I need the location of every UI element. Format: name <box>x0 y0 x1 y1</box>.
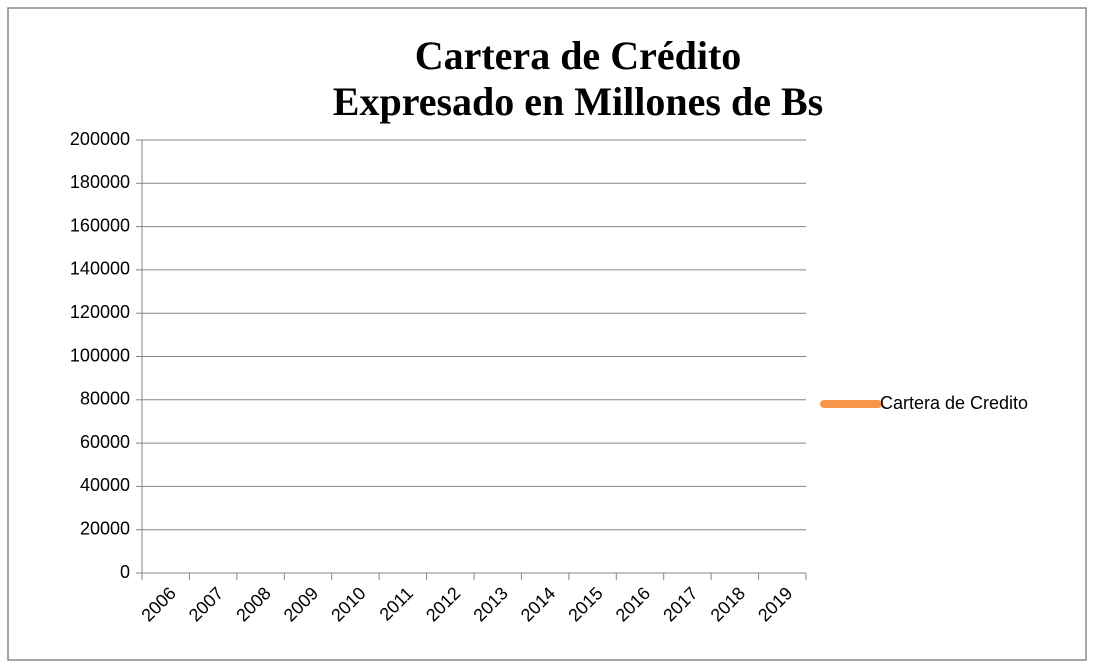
y-tick-label: 180000 <box>70 172 130 192</box>
y-tick-label: 20000 <box>80 518 130 538</box>
chart-border <box>7 7 1087 661</box>
y-tick-label: 100000 <box>70 345 130 365</box>
y-tick-label: 60000 <box>80 432 130 452</box>
y-tick-label: 140000 <box>70 259 130 279</box>
y-tick-label: 120000 <box>70 302 130 322</box>
y-tick-label: 40000 <box>80 475 130 495</box>
y-tick-label: 200000 <box>70 129 130 149</box>
y-tick-label: 0 <box>120 562 130 582</box>
y-tick-label: 80000 <box>80 389 130 409</box>
chart-subtitle: Expresado en Millones de Bs <box>333 79 823 124</box>
y-tick-label: 160000 <box>70 215 130 235</box>
legend-label: Cartera de Credito <box>880 393 1028 413</box>
chart-title: Cartera de Crédito <box>415 33 742 78</box>
